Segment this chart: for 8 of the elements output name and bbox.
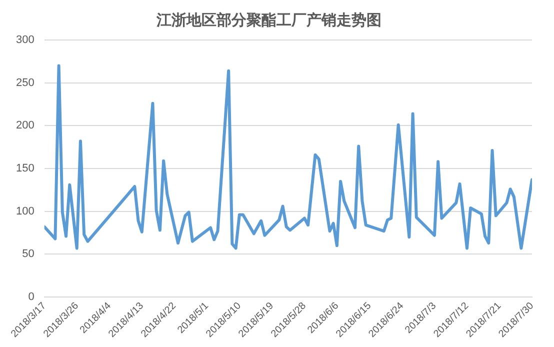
y-tick-label: 250: [16, 76, 34, 89]
y-tick-label: 150: [16, 162, 34, 175]
chart-title: 江浙地区部分聚酯工厂产销走势图: [156, 10, 382, 29]
y-tick-label: 50: [22, 248, 34, 260]
y-tick-label: 300: [16, 34, 34, 46]
y-tick-label: 100: [16, 205, 34, 218]
y-tick-label: 0: [28, 291, 34, 304]
y-tick-label: 200: [16, 120, 34, 132]
